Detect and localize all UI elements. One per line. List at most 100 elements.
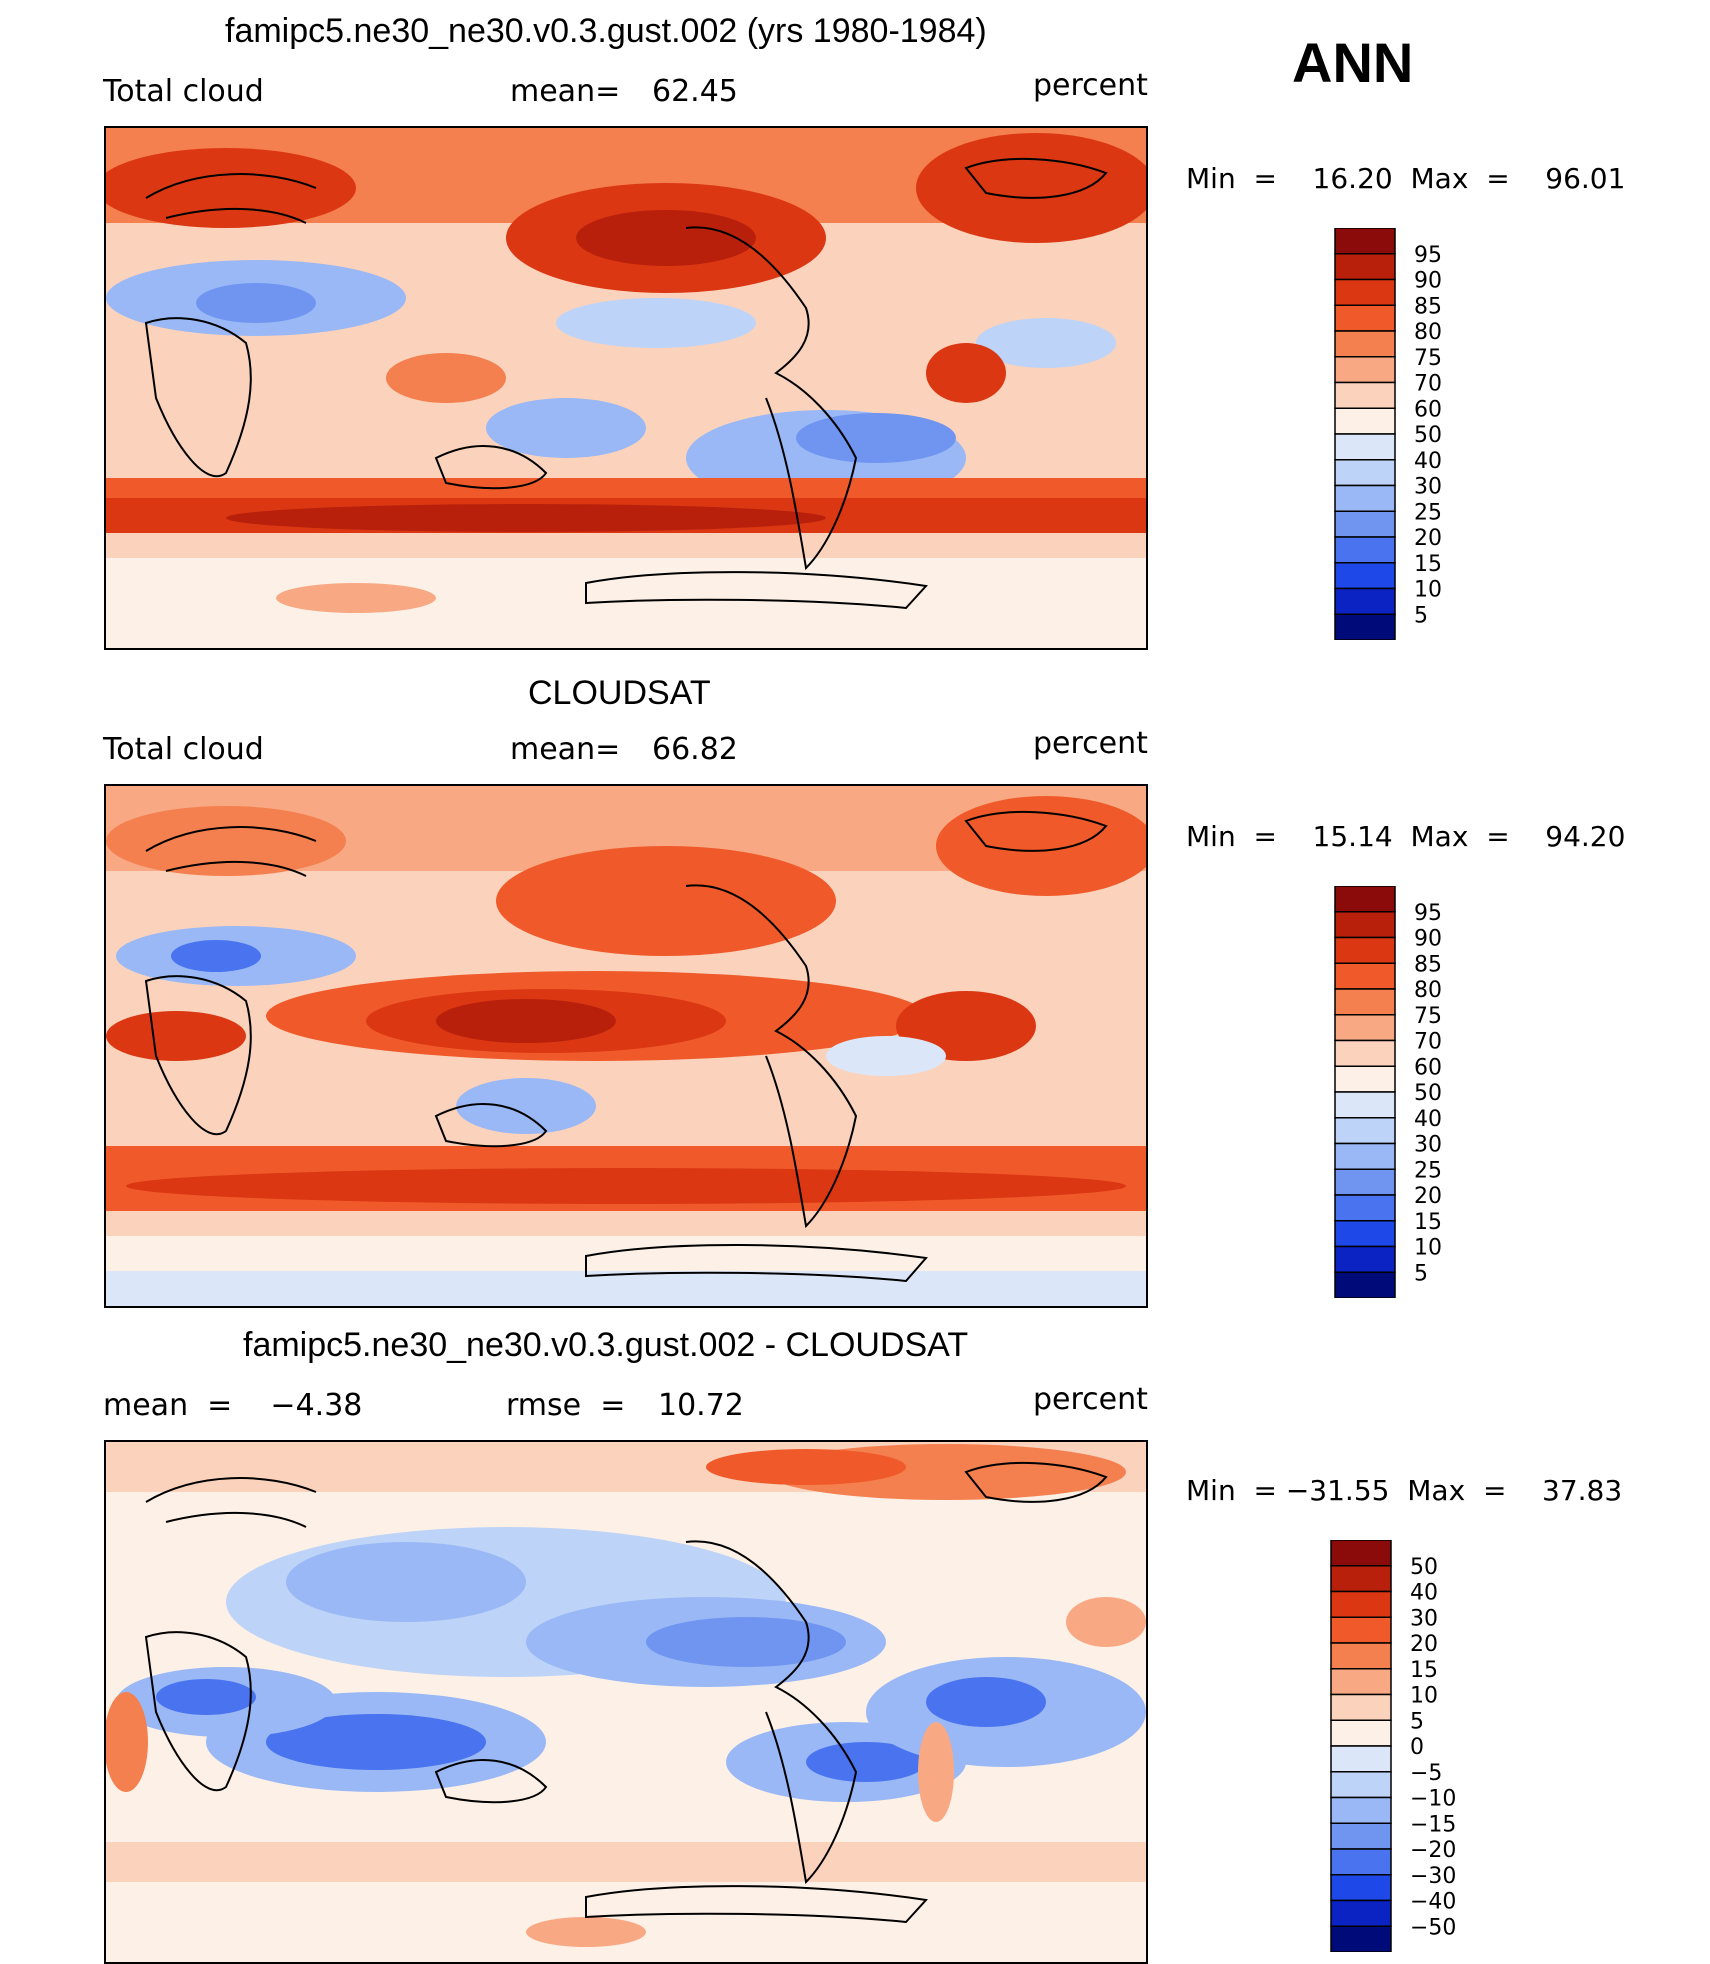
colorbar-swatch xyxy=(1334,1271,1396,1298)
colorbar-swatch xyxy=(1330,1874,1392,1902)
colorbar-label: 60 xyxy=(1414,397,1442,422)
colorbar-label: 5 xyxy=(1414,1261,1428,1286)
colorbar-label: 30 xyxy=(1410,1606,1438,1631)
colorbar-label: −10 xyxy=(1410,1787,1456,1812)
colorbar-swatch xyxy=(1334,510,1396,538)
colorbar-label: 75 xyxy=(1414,1004,1442,1029)
colorbar-label: 85 xyxy=(1414,952,1442,977)
panel-2-colorbar: 95 90 85 80 75 70 60 50 40 30 25 20 15 10 5 xyxy=(1334,886,1464,1298)
colorbar-label: 95 xyxy=(1414,901,1442,926)
colorbar-swatch xyxy=(1334,1220,1396,1248)
colorbar-swatch xyxy=(1330,1719,1392,1747)
colorbar-swatch xyxy=(1334,936,1396,964)
colorbar-label: 30 xyxy=(1414,1133,1442,1158)
colorbar-label: 60 xyxy=(1414,1055,1442,1080)
colorbar-label: 95 xyxy=(1414,243,1442,268)
colorbar-swatch xyxy=(1330,1590,1392,1618)
colorbar-label: 50 xyxy=(1414,1081,1442,1106)
colorbar-swatch xyxy=(1334,1168,1396,1196)
colorbar-label: 15 xyxy=(1414,1210,1442,1235)
panel-3-stat-label: rmse = xyxy=(506,1388,626,1423)
colorbar-label: 50 xyxy=(1410,1555,1438,1580)
colorbar-label: 0 xyxy=(1410,1735,1424,1760)
colorbar-swatch xyxy=(1330,1848,1392,1876)
colorbar-label: 10 xyxy=(1410,1684,1438,1709)
colorbar-swatch xyxy=(1330,1565,1392,1593)
colorbar-label: −50 xyxy=(1410,1915,1456,1940)
colorbar-swatch xyxy=(1334,562,1396,590)
colorbar-swatch xyxy=(1334,587,1396,615)
panel-2-units: percent xyxy=(1033,726,1148,761)
colorbar-swatch xyxy=(1334,886,1396,913)
colorbar-swatch xyxy=(1334,407,1396,435)
colorbar-swatch xyxy=(1330,1822,1392,1850)
colorbar-label: 75 xyxy=(1414,346,1442,371)
colorbar-label: 20 xyxy=(1414,1184,1442,1209)
colorbar-label: 5 xyxy=(1410,1709,1424,1734)
colorbar-label: 5 xyxy=(1414,603,1428,628)
colorbar-swatch xyxy=(1334,304,1396,332)
panel-2-stat-value: 66.82 xyxy=(652,732,738,767)
panel-1-units: percent xyxy=(1033,68,1148,103)
colorbar-swatch xyxy=(1330,1925,1392,1952)
colorbar-label: 10 xyxy=(1414,1236,1442,1261)
colorbar-label: −40 xyxy=(1410,1890,1456,1915)
colorbar-label: 10 xyxy=(1414,578,1442,603)
colorbar-swatch xyxy=(1330,1668,1392,1696)
panel-2-map xyxy=(104,784,1148,1308)
colorbar-swatch xyxy=(1334,459,1396,487)
colorbar-swatch xyxy=(1334,278,1396,306)
colorbar-label: 15 xyxy=(1414,552,1442,577)
colorbar-swatch xyxy=(1334,228,1396,255)
colorbar-label: 70 xyxy=(1414,372,1442,397)
colorbar-swatch xyxy=(1334,356,1396,384)
panel-1-colorbar: 95 90 85 80 75 70 60 50 40 30 25 20 15 10 5 xyxy=(1334,228,1464,640)
panel-3-title: famipc5.ne30_ne30.v0.3.gust.002 - CLOUDS… xyxy=(243,1326,969,1364)
colorbar-label: −30 xyxy=(1410,1864,1456,1889)
colorbar-swatch xyxy=(1334,1117,1396,1145)
colorbar-swatch xyxy=(1334,1142,1396,1170)
colorbar-swatch xyxy=(1334,536,1396,564)
colorbar-swatch xyxy=(1334,988,1396,1016)
colorbar-label: 90 xyxy=(1414,269,1442,294)
panel-1-variable-label: Total cloud xyxy=(103,74,264,109)
colorbar-swatch xyxy=(1334,1039,1396,1067)
colorbar-label: 50 xyxy=(1414,423,1442,448)
colorbar-label: 85 xyxy=(1414,294,1442,319)
colorbar-label: 20 xyxy=(1410,1632,1438,1657)
colorbar-swatch xyxy=(1330,1693,1392,1721)
colorbar-swatch xyxy=(1334,1194,1396,1222)
colorbar-swatch xyxy=(1334,1245,1396,1273)
colorbar-swatch xyxy=(1334,433,1396,461)
colorbar-label: 25 xyxy=(1414,500,1442,525)
panel-3-map xyxy=(104,1440,1148,1964)
panel-3-range: Min = −31.55 Max = 37.83 xyxy=(1186,1474,1623,1507)
colorbar-swatch xyxy=(1334,330,1396,358)
colorbar-swatch xyxy=(1334,1065,1396,1093)
colorbar-label: 15 xyxy=(1410,1658,1438,1683)
colorbar-swatch xyxy=(1334,962,1396,990)
colorbar-label: 20 xyxy=(1414,526,1442,551)
panel-2-range: Min = 15.14 Max = 94.20 xyxy=(1186,820,1626,853)
colorbar-swatch xyxy=(1334,613,1396,640)
colorbar-label: −5 xyxy=(1410,1761,1442,1786)
panel-2-variable-label: Total cloud xyxy=(103,732,264,767)
colorbar-swatch xyxy=(1334,484,1396,512)
colorbar-swatch xyxy=(1330,1616,1392,1644)
colorbar-swatch xyxy=(1334,1091,1396,1119)
colorbar-label: 40 xyxy=(1414,449,1442,474)
panel-1-stat-label: mean= xyxy=(510,74,621,109)
colorbar-swatch xyxy=(1330,1899,1392,1927)
colorbar-swatch xyxy=(1330,1771,1392,1799)
colorbar-swatch xyxy=(1334,253,1396,281)
panel-2-title: CLOUDSAT xyxy=(528,674,711,712)
colorbar-label: 90 xyxy=(1414,927,1442,952)
season-label: ANN xyxy=(1292,31,1414,94)
panel-1-range: Min = 16.20 Max = 96.01 xyxy=(1186,162,1626,195)
colorbar-label: 80 xyxy=(1414,978,1442,1003)
colorbar-swatch xyxy=(1334,1014,1396,1042)
colorbar-label: 40 xyxy=(1410,1581,1438,1606)
panel-1-stat-value: 62.45 xyxy=(652,74,738,109)
